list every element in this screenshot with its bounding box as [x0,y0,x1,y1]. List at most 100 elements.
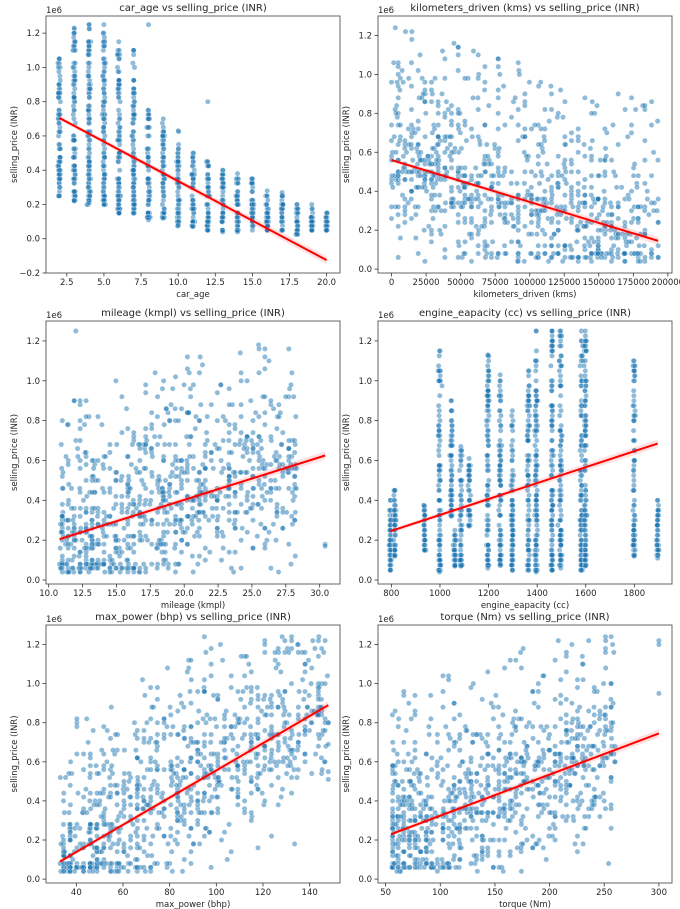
data-point [542,106,548,113]
data-point [456,467,463,474]
data-point [542,242,548,249]
data-point [495,110,502,117]
data-point [485,547,492,553]
data-point [608,157,615,163]
x-tick-label: 125000 [548,278,580,288]
data-point [458,512,464,519]
data-point [59,521,66,528]
data-point [274,509,280,516]
data-point [557,462,564,469]
data-point [654,517,661,524]
data-point [555,153,562,159]
data-point [535,161,542,167]
data-point [458,457,464,464]
data-point [144,145,150,152]
data-point [388,79,395,85]
data-point [508,211,515,218]
data-point [528,231,535,237]
data-point [57,128,64,135]
data-point [442,75,448,82]
data-point [107,569,113,575]
data-point [55,90,62,96]
data-point [542,188,548,194]
data-point [308,680,314,687]
x-tick-label: 20.0 [175,589,194,599]
data-point [449,462,455,469]
data-point [178,457,185,464]
data-point [100,38,107,45]
data-point [241,719,248,726]
data-point [87,86,93,92]
x-tick-label: 800 [383,589,399,599]
data-point [123,405,130,412]
data-point [503,250,509,257]
data-point [221,747,228,753]
data-point [154,413,161,420]
data-point [533,447,540,454]
data-point [274,425,280,432]
data-point [461,250,467,257]
data-point [563,168,569,175]
data-point [116,47,122,54]
data-point [508,562,515,568]
data-point [558,552,564,558]
y-offset-label: 1e6 [46,311,62,321]
data-point [136,445,143,452]
data-point [119,565,125,571]
data-point [204,413,210,420]
data-point [582,367,589,374]
data-point [402,207,408,214]
data-point [508,477,515,484]
data-point [549,487,555,494]
data-point [648,172,655,179]
data-point [556,357,563,364]
data-point [196,553,203,559]
data-point [113,469,119,476]
data-point [180,529,186,536]
data-point [468,219,475,226]
data-point [449,422,456,429]
data-point [142,565,149,571]
data-point [509,457,515,464]
data-point [134,735,141,742]
data-point [532,122,538,128]
data-point [648,246,655,253]
data-point [558,437,565,444]
data-point [602,200,608,206]
data-point [228,565,235,571]
data-point [228,848,234,855]
data-point [240,688,246,695]
data-point [457,452,464,459]
data-point [557,452,564,459]
data-point [102,569,108,575]
data-point [509,507,516,514]
data-point [481,87,488,93]
data-point [214,517,221,524]
data-point [288,561,294,567]
data-point [631,457,637,464]
data-point [465,482,471,489]
data-point [632,547,638,553]
data-point [226,509,232,516]
data-point [555,250,562,257]
data-point [582,563,589,569]
data-point [436,412,442,419]
data-point [289,521,296,528]
data-point [291,473,298,480]
data-point [95,557,101,563]
data-point [497,482,504,489]
data-point [402,137,408,144]
data-point [72,86,78,92]
data-point [238,429,244,436]
data-point [484,527,490,534]
data-point [69,565,76,571]
data-point [178,405,185,412]
data-point [154,393,161,400]
data-point [484,397,491,404]
data-point [86,103,93,109]
data-point [323,227,330,233]
data-point [130,210,137,216]
x-tick-label: 7.5 [134,278,148,288]
data-point [502,219,508,226]
data-point [630,542,637,548]
